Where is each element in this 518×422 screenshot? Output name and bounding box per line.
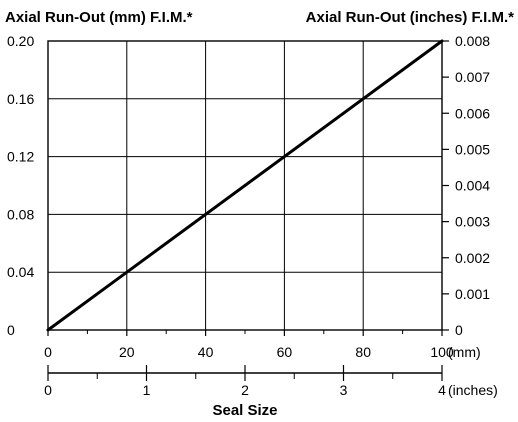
y-mm-tick-label: 0.16 bbox=[7, 91, 34, 107]
x-mm-tick-label: 0 bbox=[44, 344, 52, 360]
y-mm-tick-label: 0 bbox=[7, 322, 15, 338]
left-axis-title: Axial Run-Out (mm) F.I.M.* bbox=[5, 9, 193, 26]
y-inch-tick-label: 0.008 bbox=[455, 33, 490, 49]
x-mm-unit: (mm) bbox=[448, 344, 481, 360]
series-layer bbox=[46, 39, 444, 332]
axis-tick-labels: 0 20 40 60 80 100(mm)00.040.080.120.160.2000.… bbox=[7, 33, 498, 398]
x-mm-tick-label: 100 bbox=[430, 344, 454, 360]
y-inch-tick-label: 0.004 bbox=[455, 178, 490, 194]
x-inch-tick-label: 3 bbox=[340, 382, 348, 398]
right-axis-title: Axial Run-Out (inches) F.I.M.* bbox=[306, 9, 515, 26]
x-mm-tick-label: 40 bbox=[198, 344, 214, 360]
x-mm-tick-label: 20 bbox=[119, 344, 135, 360]
x-inch-tick-label: 4 bbox=[438, 382, 446, 398]
y-inch-tick-label: 0.003 bbox=[455, 214, 490, 230]
series-line bbox=[46, 39, 444, 332]
y-inch-tick-label: 0.006 bbox=[455, 105, 490, 121]
x-inch-unit: (inches) bbox=[448, 382, 498, 398]
y-mm-tick-label: 0.08 bbox=[7, 206, 34, 222]
x-mm-tick-label: 80 bbox=[355, 344, 371, 360]
y-mm-tick-label: 0.20 bbox=[7, 33, 34, 49]
y-mm-tick-label: 0.04 bbox=[7, 264, 34, 280]
x-inch-tick-label: 1 bbox=[143, 382, 151, 398]
y-inch-tick-label: 0 bbox=[455, 322, 463, 338]
x-axis-title: Seal Size bbox=[212, 402, 277, 419]
axis-ticks bbox=[47, 40, 449, 381]
y-inch-tick-label: 0.005 bbox=[455, 141, 490, 157]
x-mm-tick-label: 60 bbox=[277, 344, 293, 360]
grid-lines bbox=[48, 41, 442, 330]
x-inch-tick-label: 2 bbox=[241, 382, 249, 398]
x-inch-tick-label: 0 bbox=[44, 382, 52, 398]
y-inch-tick-label: 0.007 bbox=[455, 69, 490, 85]
y-inch-tick-label: 0.002 bbox=[455, 250, 490, 266]
y-inch-tick-label: 0.001 bbox=[455, 286, 490, 302]
y-mm-tick-label: 0.12 bbox=[7, 149, 34, 165]
